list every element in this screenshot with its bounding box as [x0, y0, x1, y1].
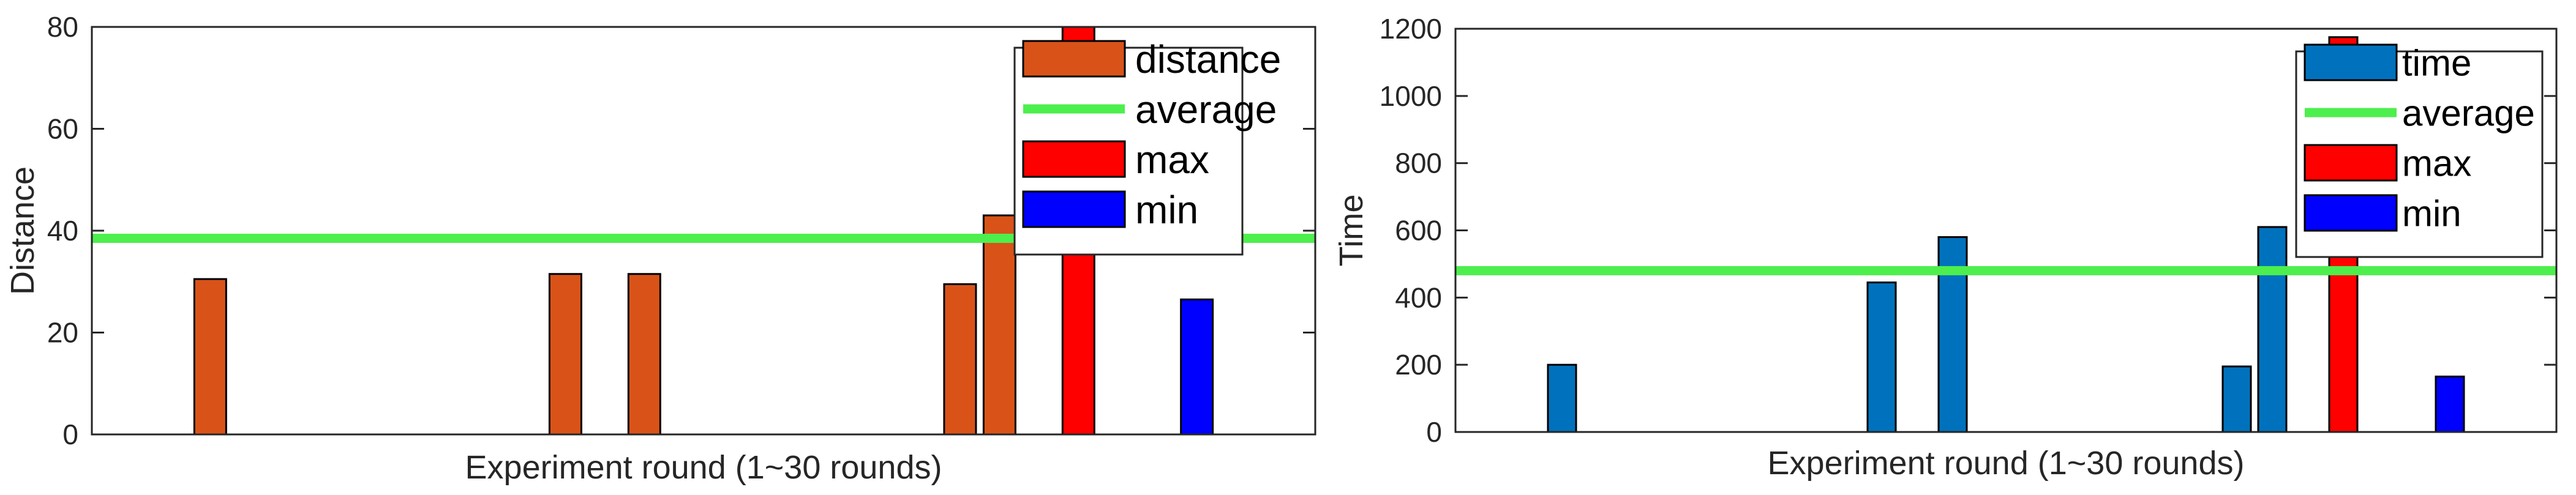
legend: time average max min	[2295, 43, 2544, 258]
bar-time-22	[2221, 365, 2252, 433]
bar-distance-22	[943, 283, 977, 436]
y-axis-label: Time	[1333, 195, 1370, 267]
y-tick-label: 40	[47, 215, 78, 247]
bar-distance-3	[193, 278, 227, 436]
legend-swatch-max	[2304, 144, 2398, 182]
y-tick-label: 200	[1395, 349, 1442, 381]
bar-time-23	[2257, 226, 2288, 433]
y-tick-label: 800	[1395, 147, 1442, 179]
time-chart-svg: 0 200 400 600 800 1000 1200 Experiment round (1…	[1333, 13, 2558, 482]
bar-distance-12	[548, 273, 582, 436]
legend-label-average: average	[2402, 93, 2535, 134]
distance-chart: 0 20 40 60 80 Experiment round (1~30 rounds) D…	[4, 11, 1316, 486]
legend-swatch-time	[2304, 43, 2398, 81]
y-tick-label: 60	[47, 113, 78, 145]
y-tick-label: 80	[47, 11, 78, 43]
legend-swatch-min	[2304, 194, 2398, 232]
legend-label-time: time	[2402, 43, 2471, 84]
legend-label-max: max	[2402, 143, 2471, 184]
y-tick-label: 600	[1395, 215, 1442, 247]
y-tick-label: 20	[47, 317, 78, 349]
y-tick-label: 400	[1395, 281, 1442, 313]
x-axis-label: Experiment round (1~30 rounds)	[465, 449, 942, 486]
legend-swatch-min	[1022, 190, 1126, 228]
bar-time-3	[1547, 363, 1577, 433]
bar-distance-23	[982, 214, 1016, 436]
legend-label-min: min	[1135, 188, 1198, 232]
bar-time-12	[1866, 281, 1897, 433]
y-tick-label: 0	[1426, 416, 1442, 448]
bar-distance-14	[627, 273, 661, 436]
legend-label-average: average	[1135, 87, 1277, 132]
legend-label-max: max	[1135, 138, 1209, 182]
y-tick-label: 0	[62, 419, 78, 450]
legend: distance average max min	[1013, 37, 1281, 256]
y-tick-label: 1000	[1380, 80, 1442, 112]
y-axis-label: Distance	[4, 166, 41, 295]
bar-min-28	[1180, 298, 1214, 436]
distance-chart-svg: 0 20 40 60 80 Experiment round (1~30 rounds) D…	[4, 11, 1316, 486]
time-chart: 0 200 400 600 800 1000 1200 Experiment round (1…	[1333, 0, 2576, 495]
legend-label-distance: distance	[1135, 37, 1281, 81]
y-tick-label: 1200	[1380, 13, 1442, 45]
legend-swatch-distance	[1022, 40, 1126, 78]
bar-min-28	[2435, 375, 2465, 433]
x-axis-label: Experiment round (1~30 rounds)	[1768, 445, 2245, 482]
legend-label-min: min	[2402, 193, 2461, 234]
legend-swatch-max	[1022, 140, 1126, 178]
